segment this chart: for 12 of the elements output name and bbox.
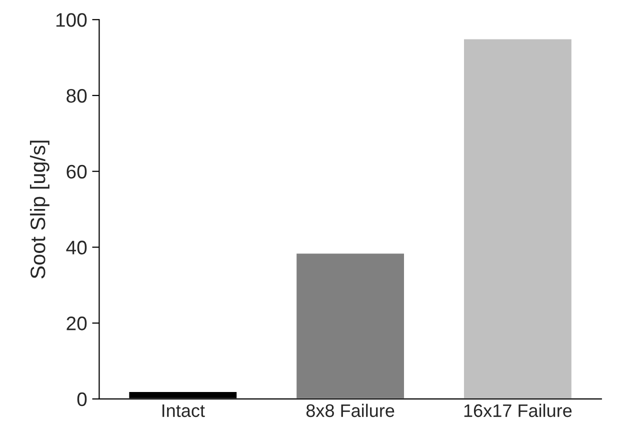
bar [295, 252, 406, 399]
y-tick-label: 0 [77, 392, 87, 406]
y-tick-label: 80 [66, 88, 87, 103]
y-tick-label: 60 [66, 164, 87, 179]
y-tick-label: 20 [66, 316, 87, 330]
y-tick-label: 100 [56, 13, 87, 27]
y-axis-title: Soot Slip [ug/s] [30, 140, 50, 278]
x-tick-label: Intact [162, 404, 205, 418]
bar [462, 38, 573, 399]
x-tick-label: 8x8 Failure [306, 404, 394, 418]
x-tick-label: 16x17 Failure [464, 404, 572, 418]
y-tick-label: 40 [66, 240, 87, 254]
